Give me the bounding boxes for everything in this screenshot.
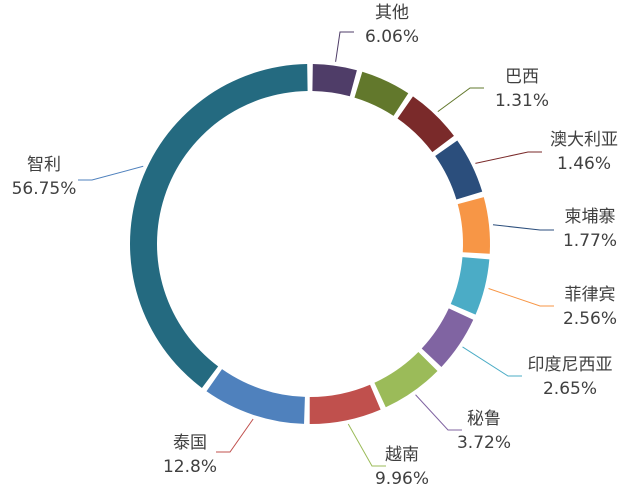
slice-8 bbox=[206, 369, 305, 424]
slice-label-1: 巴西 bbox=[505, 67, 539, 87]
slice-label-3: 柬埔寨 bbox=[565, 207, 616, 227]
slice-label-8: 泰国 bbox=[173, 433, 207, 453]
slice-label-9: 智利 bbox=[27, 155, 61, 175]
label-group: 其他 6.06% 巴西 1.31%澳大利亚 1.46% 柬埔寨 1.77% 菲律宾 2.56% 印… bbox=[12, 3, 618, 489]
leader-line-0 bbox=[335, 31, 354, 62]
slice-7 bbox=[309, 384, 381, 424]
slice-4 bbox=[450, 257, 490, 315]
slice-9 bbox=[130, 64, 308, 388]
leader-line-3 bbox=[492, 224, 554, 231]
leader-line-1 bbox=[437, 87, 484, 113]
slice-value-label-9: 56.75% bbox=[12, 179, 77, 199]
slice-extra-1 bbox=[354, 71, 409, 116]
slice-value-label-3: 1.77% bbox=[563, 231, 617, 251]
leader-line-4 bbox=[488, 288, 554, 307]
slice-5 bbox=[421, 308, 474, 367]
slice-2 bbox=[435, 140, 483, 200]
leader-line-2 bbox=[475, 151, 542, 164]
slice-label-2: 澳大利亚 bbox=[550, 130, 618, 150]
leader-line-9 bbox=[78, 165, 144, 181]
slice-label-5: 印度尼西亚 bbox=[528, 355, 613, 375]
slice-value-label-6: 3.72% bbox=[457, 433, 511, 453]
slice-label-7: 越南 bbox=[385, 445, 419, 465]
slice-value-label-7: 9.96% bbox=[375, 469, 429, 486]
slice-value-label-5: 2.65% bbox=[543, 379, 597, 399]
slice-group bbox=[130, 64, 490, 424]
leader-line-7 bbox=[347, 423, 386, 467]
slice-value-label-8: 12.8% bbox=[163, 457, 217, 477]
slice-value-label-0: 6.06% bbox=[365, 27, 419, 47]
slice-3 bbox=[457, 197, 490, 254]
slice-value-label-1: 1.31% bbox=[495, 91, 549, 111]
slice-1 bbox=[397, 96, 454, 153]
slice-label-6: 秘鲁 bbox=[467, 409, 501, 429]
slice-6 bbox=[374, 351, 438, 408]
leader-line-6 bbox=[415, 394, 462, 431]
leader-line-5 bbox=[462, 346, 522, 377]
leader-line-8 bbox=[216, 418, 254, 453]
slice-0 bbox=[312, 64, 357, 97]
slice-label-4: 菲律宾 bbox=[565, 285, 616, 305]
slice-value-label-2: 1.46% bbox=[557, 154, 611, 174]
leader-line-group bbox=[78, 31, 554, 467]
slice-value-label-4: 2.56% bbox=[563, 309, 617, 329]
slice-label-0: 其他 bbox=[375, 3, 409, 23]
